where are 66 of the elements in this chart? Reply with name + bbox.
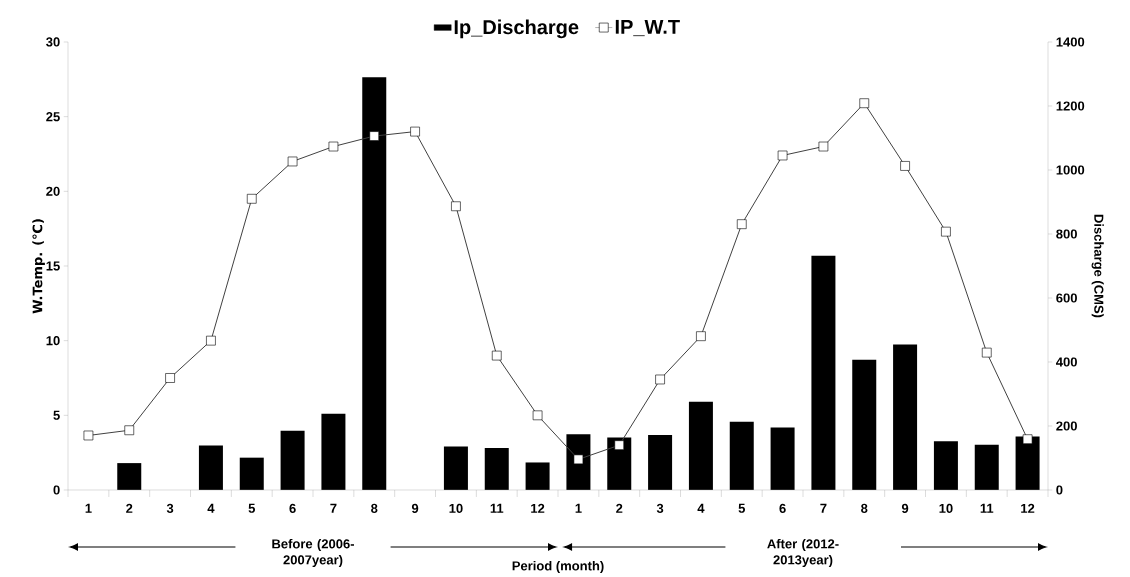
x-tick-label: 1 (575, 503, 582, 513)
y2-axis-title: Discharge (CMS) (1091, 214, 1104, 318)
x-tick-label: 4 (207, 503, 215, 513)
bar (607, 437, 632, 490)
x-tick-label: 11 (980, 503, 994, 513)
x-tick-label: 12 (1021, 503, 1035, 513)
bar (1015, 436, 1040, 490)
bar (321, 413, 346, 490)
x-tick-label: 10 (449, 503, 463, 513)
legend-label: IP_W.T (615, 19, 680, 37)
bar (974, 444, 999, 490)
bar (443, 446, 468, 490)
bar (484, 448, 509, 490)
bar (362, 77, 387, 490)
x-tick-label: 3 (656, 503, 664, 514)
bar (688, 401, 713, 490)
x-tick-label: 6 (779, 503, 786, 513)
bar (893, 344, 918, 490)
y-axis-title: W.Temp. (℃) (32, 219, 45, 314)
y-tick-label: 5 (53, 410, 60, 420)
text: After (2012-2013year) (767, 538, 839, 568)
x-axis-title: Period (month) (512, 560, 604, 574)
x-tick-label: 2 (126, 503, 133, 513)
bar (852, 359, 877, 490)
y2-tick-label: 400 (1056, 357, 1077, 367)
x-tick-label: 9 (901, 503, 909, 513)
bar (811, 255, 836, 490)
x-tick-label: 9 (411, 503, 419, 513)
x-tick-label: 5 (738, 503, 746, 513)
x-tick-label: 5 (248, 503, 256, 513)
x-tick-label: 1 (85, 503, 92, 513)
y2-tick-label: 600 (1056, 293, 1077, 303)
y-tick-label: 0 (53, 485, 60, 495)
text: Before (2006-2007year) (272, 538, 355, 568)
x-tick-label: 3 (166, 503, 174, 514)
x-tick-label: 2 (616, 503, 623, 513)
bar (933, 441, 958, 490)
x-tick-label: 4 (697, 503, 705, 513)
x-tick-label: 11 (490, 503, 504, 513)
y2-tick-label: 0 (1056, 485, 1063, 495)
y2-tick-label: 1000 (1056, 165, 1085, 175)
legend-label: Ip_Discharge (454, 19, 579, 39)
y-tick-label: 30 (46, 37, 60, 47)
x-tick-label: 7 (820, 503, 827, 513)
bar (525, 462, 550, 490)
y-tick-label: 25 (46, 112, 60, 122)
x-tick-label: 8 (371, 503, 378, 513)
bar (198, 445, 223, 490)
bar (280, 430, 305, 490)
y2-tick-label: 800 (1056, 229, 1077, 239)
bar (648, 434, 673, 490)
x-tick-label: 12 (531, 503, 545, 513)
y-tick-label: 10 (46, 336, 60, 346)
y-tick-label: 15 (46, 261, 60, 271)
bar (770, 427, 795, 490)
bar (729, 421, 754, 490)
bar (239, 457, 264, 490)
x-tick-label: 10 (939, 503, 953, 513)
x-tick-label: 6 (289, 503, 296, 513)
x-tick-label: 8 (861, 503, 868, 513)
y2-tick-label: 200 (1056, 421, 1077, 431)
x-tick-label: 7 (330, 503, 337, 513)
y2-tick-label: 1200 (1056, 101, 1085, 111)
bar (117, 463, 142, 490)
y-tick-label: 20 (46, 186, 60, 196)
y2-tick-label: 1400 (1056, 37, 1085, 47)
